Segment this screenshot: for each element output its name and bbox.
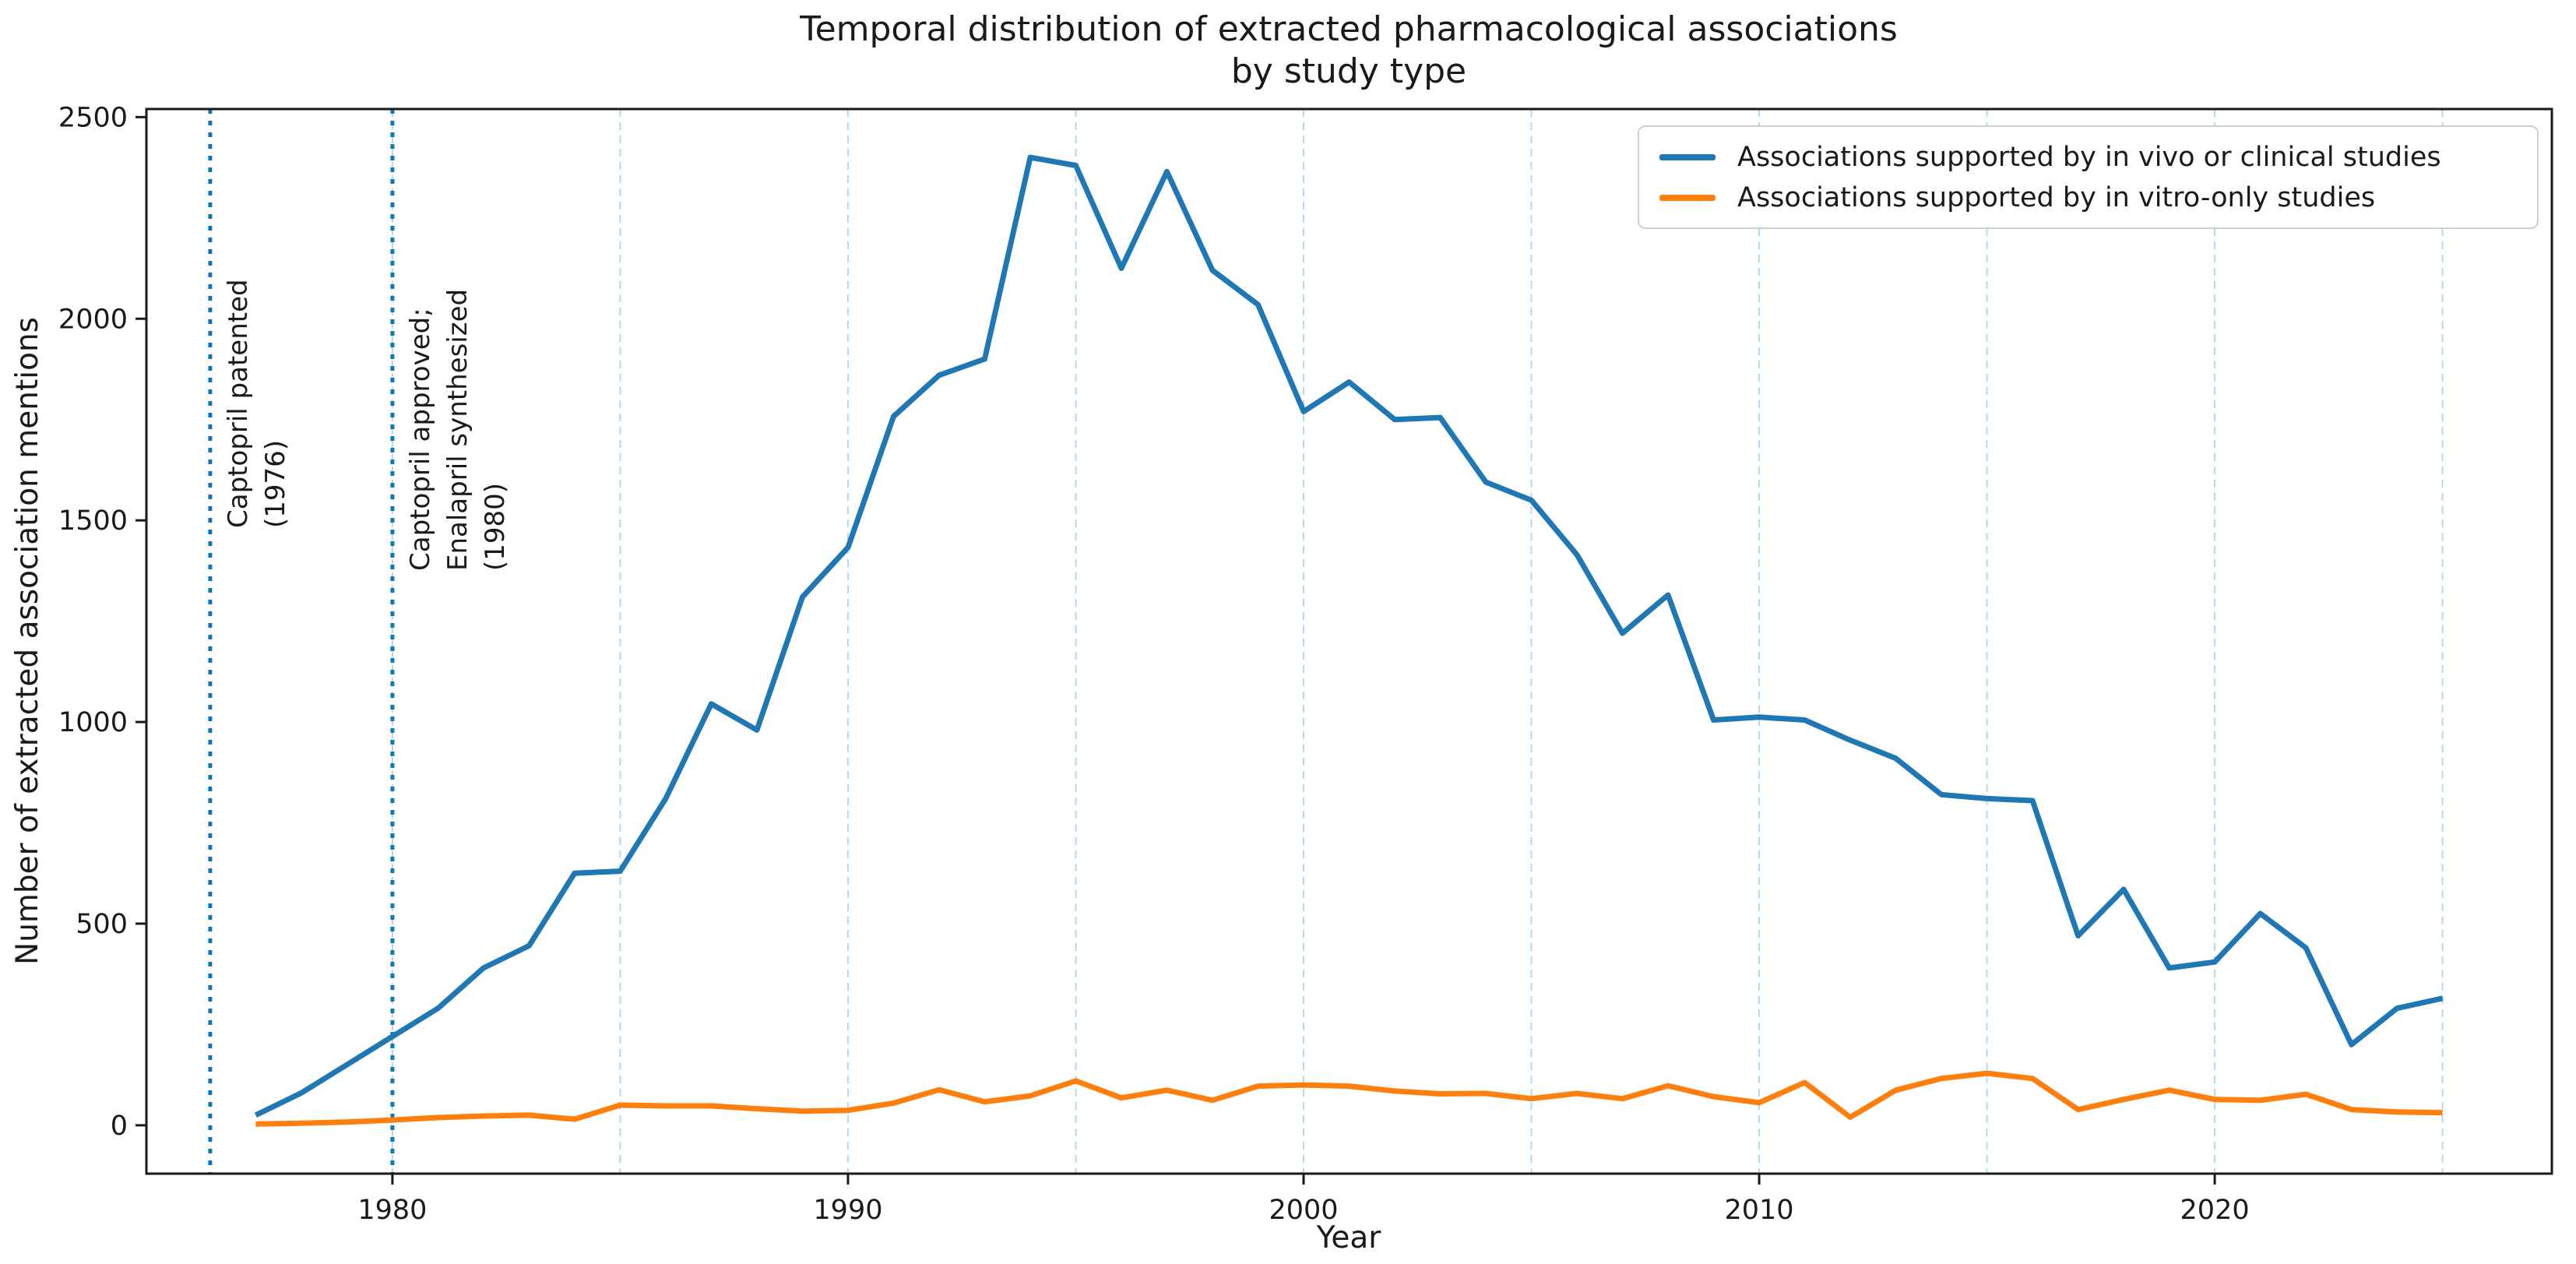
event-lines <box>208 109 395 1174</box>
chart-title-line-1: Temporal distribution of extracted pharm… <box>799 9 1898 49</box>
y-tick-label-1000: 1000 <box>58 707 128 738</box>
x-tick-label-1990: 1990 <box>813 1195 882 1226</box>
event-annotation-line: (1980) <box>479 482 511 571</box>
legend-row-in-vivo-clinical: Associations supported by in vivo or cli… <box>1659 142 2537 173</box>
event-annotation-1976: Captopril patented (1976) <box>220 279 294 528</box>
event-annotation-line: Enalapril synthesized <box>442 288 473 571</box>
x-tick-label-1980: 1980 <box>357 1195 427 1226</box>
x-axis-label: Year <box>1316 1220 1382 1255</box>
series-line-in-vivo-clinical <box>254 154 2444 1118</box>
legend-row-in-vitro-only: Associations supported by in vitro-only … <box>1659 182 2537 213</box>
series-lines <box>254 154 2444 1127</box>
x-tick-label-2010: 2010 <box>1724 1195 1793 1226</box>
x-gridlines <box>391 109 2444 1174</box>
y-tick-label-2500: 2500 <box>58 102 128 133</box>
legend: Associations supported by in vivo or cli… <box>1638 125 2539 229</box>
legend-label: Associations supported by in vitro-only … <box>1737 181 2376 213</box>
event-annotation-line: Captopril approved; <box>404 308 436 571</box>
y-tick-label-0: 0 <box>111 1111 128 1142</box>
plot-border <box>145 107 2553 1175</box>
legend-label: Associations supported by in vivo or cli… <box>1737 141 2441 173</box>
y-axis-label: Number of extracted association mentions <box>10 317 45 965</box>
legend-line-swatch <box>1659 153 1716 160</box>
y-tick-label-1500: 1500 <box>58 505 128 537</box>
event-annotation-line: Captopril patented <box>222 279 254 528</box>
legend-line-swatch <box>1659 194 1716 201</box>
chart-title-line-2: by study type <box>1231 51 1466 91</box>
x-tick-label-2000: 2000 <box>1269 1195 1338 1226</box>
x-tick-label-2020: 2020 <box>2180 1195 2250 1226</box>
y-tick-label-500: 500 <box>76 909 128 940</box>
event-annotation-1980: Captopril approved; Enalapril synthesized… <box>402 289 514 571</box>
x-axis: 1980 1990 2000 2010 2020 <box>357 1174 2250 1226</box>
event-annotation-line: (1976) <box>259 439 291 528</box>
y-axis: 0 500 1000 1500 2000 2500 <box>58 102 146 1142</box>
y-tick-label-2000: 2000 <box>58 304 128 335</box>
series-line-in-vitro-only <box>255 1070 2443 1127</box>
